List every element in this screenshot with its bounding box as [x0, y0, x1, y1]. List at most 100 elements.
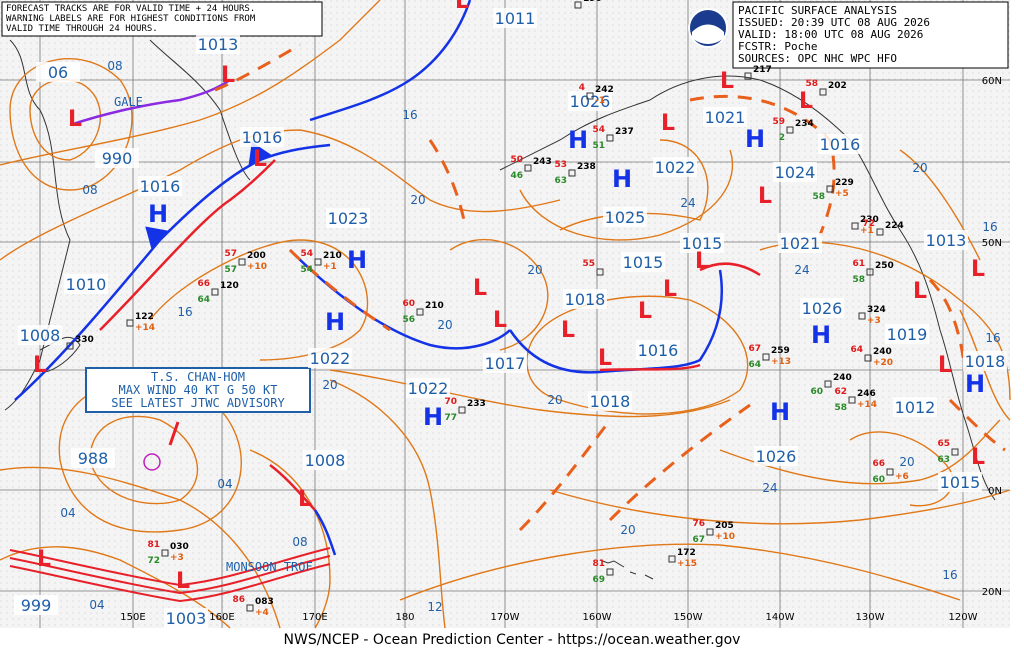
- station-temp: 64: [850, 345, 863, 355]
- pressure-label: 1017: [485, 354, 526, 373]
- pressure-label: 1022: [655, 158, 696, 177]
- isobar-label: 04: [217, 477, 232, 491]
- pressure-label-bg: [303, 450, 347, 470]
- low-center: L: [455, 0, 469, 14]
- footer: NWS/NCEP - Ocean Prediction Center - htt…: [284, 632, 741, 648]
- station-dewpoint: 58: [834, 403, 847, 413]
- station-temp: 58: [805, 79, 818, 89]
- pressure-label-bg: [893, 397, 937, 417]
- station-pressure: 083: [255, 597, 274, 607]
- info-line: VALID: 18:00 UTC 08 AUG 2026: [738, 28, 923, 41]
- pressure-label-bg: [138, 176, 182, 196]
- pressure-label-bg: [493, 8, 537, 28]
- low-center: L: [493, 308, 507, 333]
- pressure-label-bg: [240, 127, 284, 147]
- station-marker: [416, 308, 424, 316]
- low-center: L: [37, 547, 51, 572]
- high-center: H: [568, 126, 588, 154]
- station-pressure: 229: [835, 178, 854, 188]
- station-temp: 55: [582, 259, 595, 269]
- latitude-label: 20N: [982, 587, 1002, 598]
- pressure-label: 1018: [965, 352, 1006, 371]
- station-dewpoint: 77: [444, 413, 457, 423]
- station-pressure: 240: [833, 373, 852, 383]
- storm-line: MAX WIND 40 KT G 50 KT: [119, 383, 278, 397]
- low-center: L: [938, 353, 952, 378]
- station-tendency: +3: [867, 316, 881, 326]
- station-tendency: +1: [323, 262, 337, 272]
- pressure-label-bg: [653, 157, 697, 177]
- high-center: H: [423, 403, 443, 431]
- pressure-label: 1021: [780, 234, 821, 253]
- station-temp: 70: [444, 397, 457, 407]
- pressure-label-bg: [680, 233, 724, 253]
- station-pressure: 200: [247, 251, 266, 261]
- station-tendency: +10: [715, 532, 735, 542]
- latitude-label: 60N: [982, 76, 1002, 87]
- station-temp: 54: [300, 249, 313, 259]
- isobar-label: 20: [899, 455, 914, 469]
- notice-line: FORECAST TRACKS ARE FOR VALID TIME + 24 …: [6, 4, 255, 14]
- station-marker: [246, 604, 254, 612]
- pressure-label-bg: [406, 378, 450, 398]
- notice-line: VALID TIME THROUGH 24 HOURS.: [6, 24, 158, 34]
- pressure-label-bg: [773, 162, 817, 182]
- info-line: ISSUED: 20:39 UTC 08 AUG 2026: [738, 16, 930, 29]
- pressure-label: 1016: [638, 341, 679, 360]
- isobar-label: 24: [794, 263, 809, 277]
- storm-pointer: [168, 421, 180, 446]
- station-dewpoint: 2: [779, 133, 785, 143]
- isobar-label: 24: [762, 481, 777, 495]
- station-marker: [458, 406, 466, 414]
- low-center: L: [561, 318, 575, 343]
- station-pressure: 233: [467, 399, 486, 409]
- pressure-label: 1018: [590, 392, 631, 411]
- station-dewpoint: 69: [592, 575, 605, 585]
- station-marker: [66, 342, 74, 350]
- low-center: L: [473, 276, 487, 301]
- station-marker: [524, 164, 532, 172]
- station-pressure: 210: [323, 251, 342, 261]
- pressure-label-bg: [818, 134, 862, 154]
- station-temp: 4: [579, 83, 585, 93]
- station-pressure: 030: [170, 542, 189, 552]
- station-temp: 72: [862, 219, 875, 229]
- station-pressure: 217: [753, 65, 772, 75]
- station-marker: [819, 88, 827, 96]
- isobar-label: 16: [177, 305, 192, 319]
- low-center: L: [253, 147, 267, 172]
- pressure-label-bg: [924, 230, 968, 250]
- station-marker: [606, 134, 614, 142]
- station-marker: [606, 568, 614, 576]
- longitude-label: 150W: [674, 612, 703, 623]
- station-tendency: +20: [873, 358, 893, 368]
- pressure-label: 999: [21, 596, 52, 615]
- pressure-label: 1016: [140, 177, 181, 196]
- station-tendency: +3: [170, 553, 184, 563]
- isobar-label: 20: [547, 393, 562, 407]
- station-dewpoint: 58: [812, 192, 825, 202]
- station-dewpoint: 72: [147, 556, 160, 566]
- station-dewpoint: 63: [937, 455, 950, 465]
- pressure-label-bg: [938, 472, 982, 492]
- isobar-label: 20: [912, 161, 927, 175]
- station-pressure: 202: [828, 81, 847, 91]
- station-marker: [126, 319, 134, 327]
- station-dewpoint: 63: [554, 176, 567, 186]
- pressure-label-bg: [754, 446, 798, 466]
- longitude-label: 180: [395, 612, 414, 623]
- station-temp: 65: [937, 439, 950, 449]
- station-dewpoint: 60: [872, 475, 885, 485]
- isobar-label: 04: [60, 506, 75, 520]
- pressure-label: 1016: [820, 135, 861, 154]
- station-marker: [596, 268, 604, 276]
- longitude-label: 140W: [766, 612, 795, 623]
- station-temp: 76: [692, 519, 705, 529]
- station-tendency: +6: [895, 472, 909, 482]
- pressure-label-bg: [703, 107, 747, 127]
- pressure-label: 1013: [198, 35, 239, 54]
- pressure-label-bg: [18, 325, 62, 345]
- station-tendency: +15: [677, 559, 697, 569]
- gale-label: GALE: [114, 95, 143, 109]
